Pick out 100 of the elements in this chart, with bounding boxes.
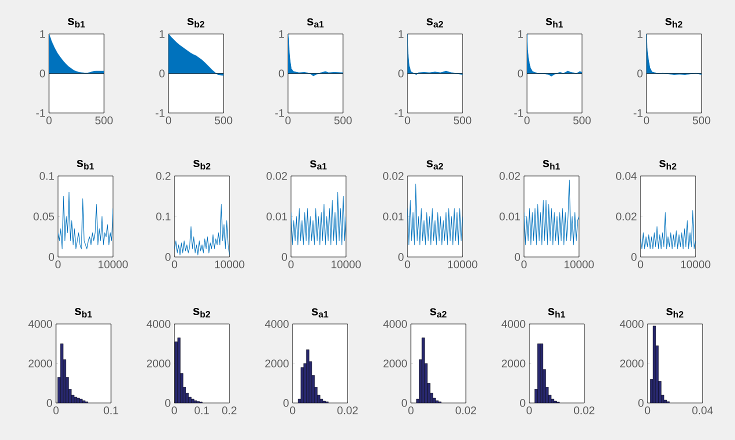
y-tick-label: 1 bbox=[518, 30, 523, 38]
x-tick-label: 0 bbox=[644, 406, 650, 414]
x-tick-label: 0 bbox=[644, 116, 650, 124]
y-tick-label: -1 bbox=[156, 109, 164, 117]
y-tick-label: 2000 bbox=[384, 360, 407, 368]
y-tick-label: 2000 bbox=[502, 360, 526, 368]
y-tick-label: 0.01 bbox=[266, 212, 287, 220]
y-tick-label: 0 bbox=[637, 70, 643, 78]
line-series bbox=[524, 180, 580, 246]
x-tick-label: 10000 bbox=[448, 260, 478, 268]
chart-title: s$_{a1}$ bbox=[310, 160, 327, 170]
x-tick-label: 0.1 bbox=[104, 406, 118, 414]
x-tick-label: 500 bbox=[454, 116, 472, 124]
chart-title: s$_{a1}$ bbox=[312, 308, 328, 318]
line-series bbox=[408, 184, 463, 246]
y-tick-label: 4000 bbox=[502, 320, 526, 328]
y-tick-label: 0 bbox=[283, 399, 289, 407]
y-tick-label: 0 bbox=[514, 253, 520, 261]
y-tick-label: 0 bbox=[165, 253, 171, 261]
y-tick-label: 1 bbox=[279, 30, 284, 38]
chart-title: s$_{h1}$ bbox=[548, 308, 566, 318]
y-tick-label: 4000 bbox=[383, 320, 407, 328]
x-tick-label: 0 bbox=[408, 406, 414, 414]
x-tick-label: 0 bbox=[290, 406, 296, 414]
x-tick-label: 500 bbox=[692, 116, 710, 124]
y-tick-label: 0 bbox=[398, 253, 404, 261]
y-tick-label: -1 bbox=[275, 109, 284, 117]
x-tick-label: 0 bbox=[55, 260, 61, 268]
y-tick-label: -1 bbox=[514, 109, 523, 117]
y-tick-label: 0 bbox=[398, 70, 404, 78]
y-tick-label: 0.01 bbox=[383, 212, 404, 220]
y-tick-label: 1 bbox=[40, 30, 45, 38]
y-tick-label: 0.02 bbox=[383, 172, 404, 180]
chart-title: s$_{b1}$ bbox=[74, 308, 92, 318]
x-tick-label: 10000 bbox=[332, 260, 361, 268]
y-tick-label: 0 bbox=[159, 70, 165, 78]
y-tick-label: 0 bbox=[520, 399, 526, 407]
x-tick-label: 0 bbox=[172, 260, 178, 268]
y-tick-label: 4000 bbox=[264, 320, 289, 328]
chart-title: s$_{a2}$ bbox=[426, 18, 444, 28]
x-tick-label: 10000 bbox=[215, 260, 244, 268]
x-tick-label: 10000 bbox=[564, 260, 594, 268]
chart-title: s$_{b1}$ bbox=[68, 18, 85, 28]
y-tick-label: 4000 bbox=[146, 320, 170, 328]
y-tick-label: 0.02 bbox=[266, 172, 287, 180]
x-tick-label: 0 bbox=[172, 406, 177, 414]
y-tick-label: 0 bbox=[48, 253, 54, 261]
chart-title: s$_{a1}$ bbox=[307, 18, 324, 28]
y-tick-label: 2000 bbox=[146, 360, 170, 368]
y-tick-label: 1 bbox=[160, 30, 164, 38]
y-tick-label: 0.1 bbox=[40, 172, 54, 180]
line-series bbox=[640, 210, 696, 250]
y-tick-label: 0.04 bbox=[616, 172, 637, 180]
chart-title: s$_{a2}$ bbox=[430, 308, 446, 318]
x-tick-label: 0.1 bbox=[194, 406, 209, 414]
y-tick-label: 2000 bbox=[265, 360, 289, 368]
x-tick-label: 500 bbox=[334, 116, 352, 124]
x-tick-label: 10000 bbox=[681, 260, 710, 268]
y-tick-label: -1 bbox=[36, 109, 45, 117]
y-tick-label: 0 bbox=[165, 399, 170, 407]
line-series bbox=[291, 192, 346, 246]
y-tick-label: 2000 bbox=[28, 360, 52, 368]
y-tick-label: 4000 bbox=[28, 320, 52, 328]
x-tick-label: 500 bbox=[573, 116, 591, 124]
chart-title: s$_{a2}$ bbox=[426, 160, 444, 170]
y-tick-label: -1 bbox=[634, 109, 642, 117]
y-tick-label: 0.2 bbox=[156, 172, 170, 180]
x-tick-label: 0.02 bbox=[337, 406, 358, 414]
chart-title: s$_{h1}$ bbox=[546, 18, 563, 28]
chart-title: s$_{h2}$ bbox=[659, 160, 676, 170]
chart-title: s$_{h2}$ bbox=[666, 308, 684, 318]
x-tick-label: 0 bbox=[526, 406, 532, 414]
x-tick-label: 500 bbox=[214, 116, 232, 124]
y-tick-label: 2000 bbox=[620, 360, 644, 368]
y-tick-label: 0.02 bbox=[616, 212, 636, 220]
y-tick-label: -1 bbox=[394, 109, 404, 117]
y-tick-label: 0 bbox=[46, 399, 52, 407]
chart-title: s$_{b2}$ bbox=[193, 160, 210, 170]
y-tick-label: 0 bbox=[40, 70, 46, 78]
y-tick-label: 0.1 bbox=[156, 212, 170, 220]
y-tick-label: 0.01 bbox=[500, 212, 520, 220]
y-tick-label: 0 bbox=[631, 253, 637, 261]
y-tick-label: 0 bbox=[282, 253, 288, 261]
x-tick-label: 10000 bbox=[98, 260, 128, 268]
x-tick-label: 0.02 bbox=[456, 406, 476, 414]
x-tick-label: 0.02 bbox=[574, 406, 594, 414]
chart-title: s$_{b2}$ bbox=[193, 308, 210, 318]
y-tick-label: 1 bbox=[638, 30, 642, 38]
chart-title: s$_{b2}$ bbox=[187, 18, 204, 28]
chart-title: s$_{b1}$ bbox=[76, 160, 94, 170]
x-tick-label: 0 bbox=[288, 260, 294, 268]
y-tick-label: 0 bbox=[278, 70, 284, 78]
y-tick-label: 0 bbox=[518, 70, 524, 78]
chart-title: s$_{h1}$ bbox=[542, 160, 560, 170]
y-tick-label: 0.05 bbox=[34, 212, 54, 220]
y-tick-label: 0 bbox=[402, 399, 407, 407]
y-tick-label: 0.02 bbox=[500, 172, 520, 180]
x-tick-label: 0.04 bbox=[692, 406, 713, 414]
line-series bbox=[58, 192, 114, 250]
y-tick-label: 4000 bbox=[620, 320, 644, 328]
